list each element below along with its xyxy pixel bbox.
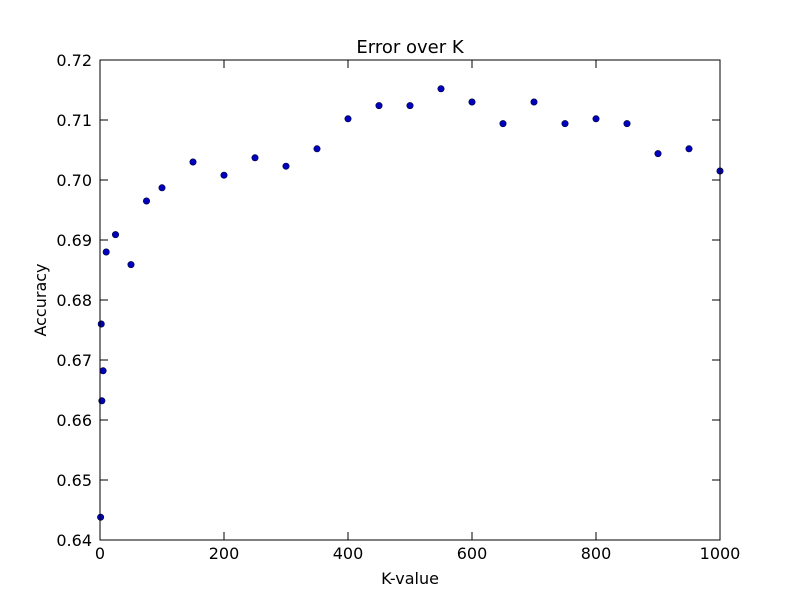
data-point	[437, 85, 445, 93]
x-axis-label: K-value	[381, 569, 439, 588]
data-point	[530, 98, 538, 106]
data-point	[102, 248, 110, 256]
data-point	[685, 145, 693, 153]
x-tick-label: 600	[457, 544, 488, 563]
data-point	[406, 102, 414, 110]
y-tick-label: 0.65	[56, 471, 92, 490]
chart-title: Error over K	[356, 37, 464, 58]
data-point	[112, 231, 120, 239]
data-point	[313, 145, 321, 153]
data-point	[375, 102, 383, 110]
x-tick-label: 0	[95, 544, 105, 563]
data-point	[158, 184, 166, 192]
x-tick-label: 1000	[700, 544, 741, 563]
data-point	[282, 162, 290, 170]
x-tick-label: 200	[209, 544, 240, 563]
y-tick-label: 0.70	[56, 171, 92, 190]
data-point	[654, 150, 662, 158]
data-point	[251, 154, 259, 162]
data-point	[220, 171, 228, 179]
data-point	[623, 120, 631, 128]
data-point	[344, 115, 352, 123]
data-point	[97, 320, 105, 328]
data-point	[143, 197, 151, 205]
data-point	[97, 513, 105, 521]
data-point	[127, 261, 135, 269]
x-tick-label: 400	[333, 544, 364, 563]
y-tick-label: 0.71	[56, 111, 92, 130]
data-point	[561, 120, 569, 128]
y-tick-label: 0.69	[56, 231, 92, 250]
data-point	[468, 98, 476, 106]
axis-ticks: 0 200 400 600 800 1000 0.64 0.65 0.66 0.67 0.68 0.6…	[56, 51, 740, 563]
y-axis-label: Accuracy	[31, 263, 50, 336]
data-point	[592, 115, 600, 123]
y-tick-label: 0.68	[56, 291, 92, 310]
data-point	[499, 120, 507, 128]
plot-frame	[99, 59, 721, 541]
data-points	[97, 85, 724, 521]
data-point	[99, 367, 107, 375]
y-tick-label: 0.72	[56, 51, 92, 70]
y-tick-label: 0.66	[56, 411, 92, 430]
x-tick-label: 800	[581, 544, 612, 563]
y-tick-label: 0.67	[56, 351, 92, 370]
data-point	[189, 158, 197, 166]
y-tick-label: 0.64	[56, 531, 92, 550]
